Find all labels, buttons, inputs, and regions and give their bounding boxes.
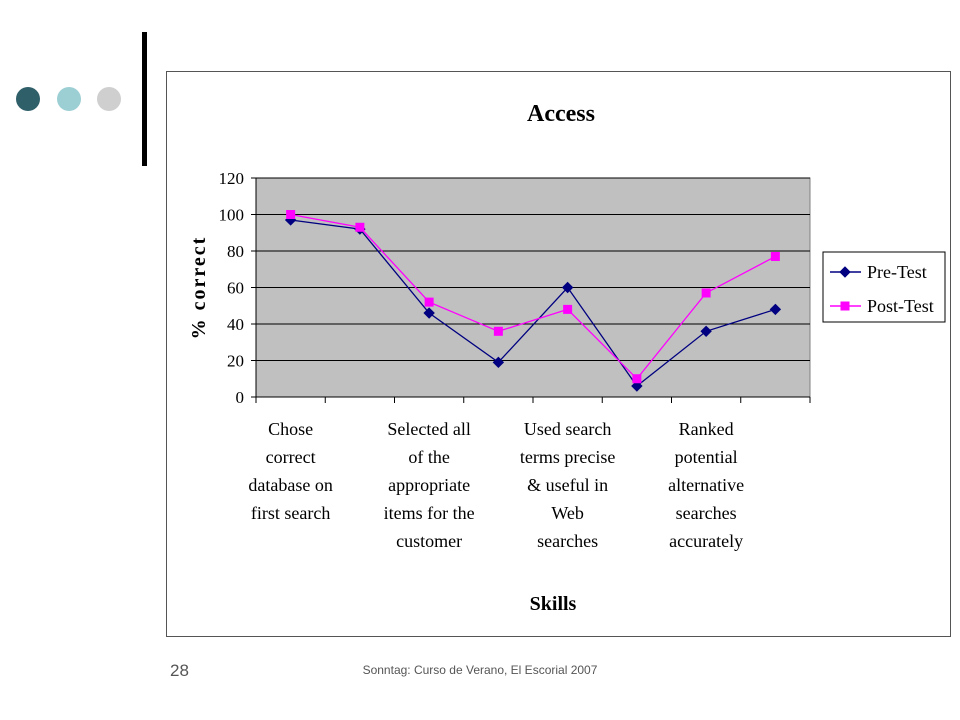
legend-marker (839, 266, 851, 278)
slide-footer: Sonntag: Curso de Verano, El Escorial 20… (362, 663, 598, 677)
data-point-pre-test (423, 307, 435, 319)
y-axis-label: % correct (188, 236, 210, 340)
data-point-post-test (493, 326, 503, 336)
x-tick-label: Chose correct database on first search (248, 419, 332, 523)
data-point-post-test (424, 297, 434, 307)
x-tick-label: Ranked potential alternative searches accura… (668, 419, 744, 551)
data-point-post-test (355, 222, 365, 232)
data-point-post-test (563, 304, 573, 314)
y-tick-label: 100 (219, 206, 245, 225)
dark-teal-dot (16, 87, 40, 111)
page-number: 28 (170, 661, 189, 680)
y-tick-label: 0 (236, 388, 245, 407)
series-line-post-test (290, 213, 776, 380)
series-line-pre-test (290, 219, 776, 387)
data-point-post-test (770, 251, 780, 261)
line-chart: 0 20 40 60 80 100 120 Chose correct database on fi… (188, 101, 946, 615)
legend-label: Post-Test (867, 296, 934, 316)
decorative-dots (16, 87, 126, 113)
y-tick-label: 60 (227, 279, 244, 298)
y-tick-label: 40 (227, 315, 244, 334)
data-point-post-test (286, 210, 296, 219)
data-point-pre-test (492, 356, 505, 369)
data-point-pre-test (631, 380, 643, 392)
gray-dot (97, 87, 121, 111)
light-teal-dot (57, 87, 81, 111)
y-tick-label: 80 (227, 242, 244, 261)
vertical-accent-bar (142, 32, 147, 166)
y-tick-label: 120 (219, 169, 245, 188)
chart-title: Access (527, 101, 595, 127)
x-axis-label: Skills (530, 593, 577, 615)
data-point-post-test (701, 288, 711, 298)
x-tick-label: Used search terms precise & useful in Web se… (520, 419, 615, 551)
data-point-pre-test (561, 281, 574, 294)
y-tick-label: 20 (227, 352, 244, 371)
data-point-pre-test (769, 303, 782, 316)
chart-frame: 0 20 40 60 80 100 120 Chose correct database on fi… (166, 71, 951, 637)
legend-label: Pre-Test (867, 262, 927, 282)
x-tick-label: Selected all of the appropriate items for t… (384, 419, 475, 551)
legend-marker (840, 301, 850, 311)
data-point-post-test (632, 374, 642, 384)
data-point-pre-test (700, 325, 712, 338)
